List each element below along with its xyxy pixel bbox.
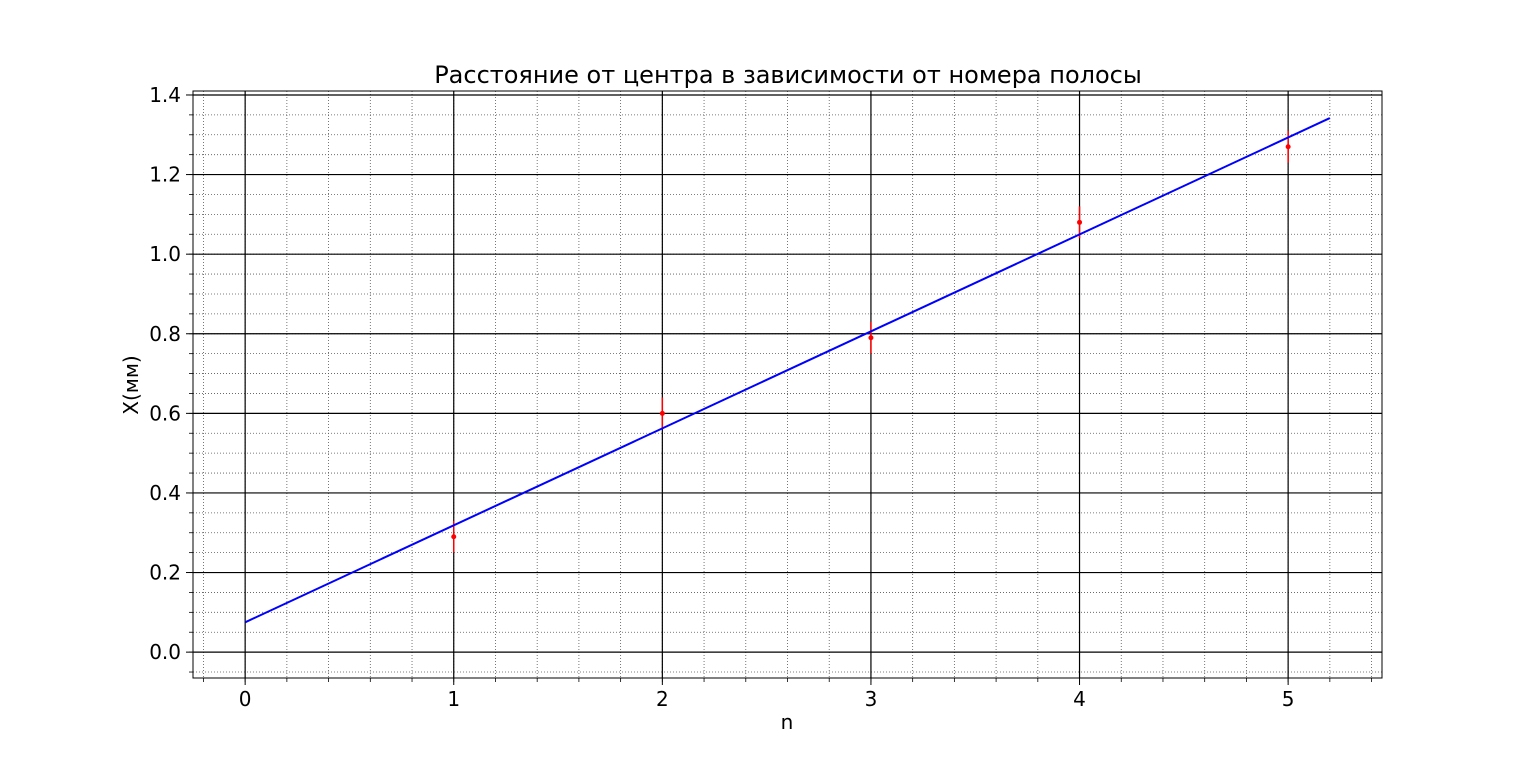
data-point [1077, 219, 1083, 225]
data-point [868, 335, 874, 341]
y-tick-label: 1.2 [149, 163, 181, 187]
y-tick-label: 1.0 [149, 242, 181, 266]
x-tick-label: 2 [656, 687, 669, 711]
data-point [659, 410, 665, 416]
y-axis-label: X(мм) [119, 355, 143, 414]
data-point [451, 534, 457, 540]
fit-line [244, 117, 1331, 624]
y-tick-label: 0.2 [149, 561, 181, 585]
axis-ticks: 0 1 2 3 4 5 0.0 0.2 0.4 0.6 0.8 1.0 1.2 1.4 [149, 83, 1372, 711]
y-tick-label: 0.0 [149, 640, 181, 664]
chart-title: Расстояние от центра в зависимости от но… [434, 61, 1142, 89]
x-tick-label: 1 [447, 687, 460, 711]
data-point [1285, 144, 1291, 150]
x-tick-label: 0 [239, 687, 252, 711]
x-tick-label: 5 [1282, 687, 1295, 711]
x-tick-label: 3 [865, 687, 878, 711]
y-tick-label: 0.6 [149, 401, 181, 425]
plot-series [244, 117, 1331, 624]
y-tick-label: 0.4 [149, 481, 181, 505]
x-axis-label: n [781, 710, 794, 734]
y-tick-label: 1.4 [149, 83, 181, 107]
x-tick-label: 4 [1073, 687, 1086, 711]
y-tick-label: 0.8 [149, 322, 181, 346]
major-grid [193, 91, 1382, 678]
